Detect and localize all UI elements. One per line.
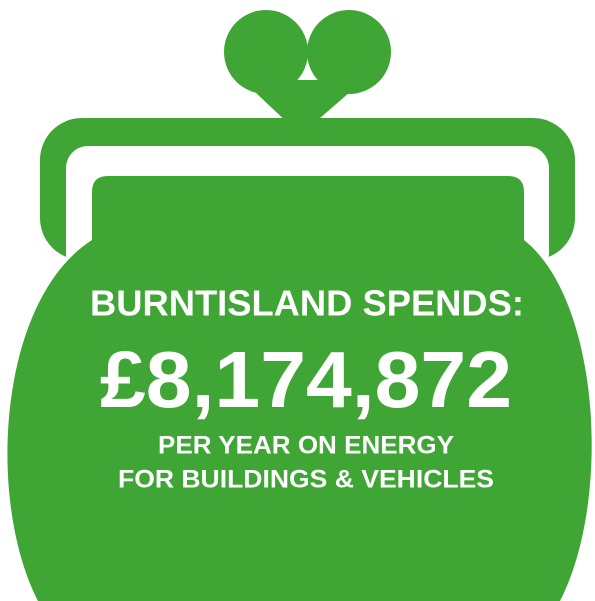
clasp-knob: [224, 10, 308, 94]
purse-body: [7, 176, 592, 601]
headline: BURNTISLAND SPENDS:: [90, 283, 524, 324]
caption-line: PER YEAR ON ENERGY: [158, 432, 454, 460]
amount: £8,174,872: [100, 335, 512, 424]
clasp-knob: [307, 10, 391, 94]
clasp-stem: [255, 80, 350, 125]
caption-line: FOR BUILDINGS & VEHICLES: [118, 466, 494, 494]
purse-shape: [7, 10, 592, 601]
